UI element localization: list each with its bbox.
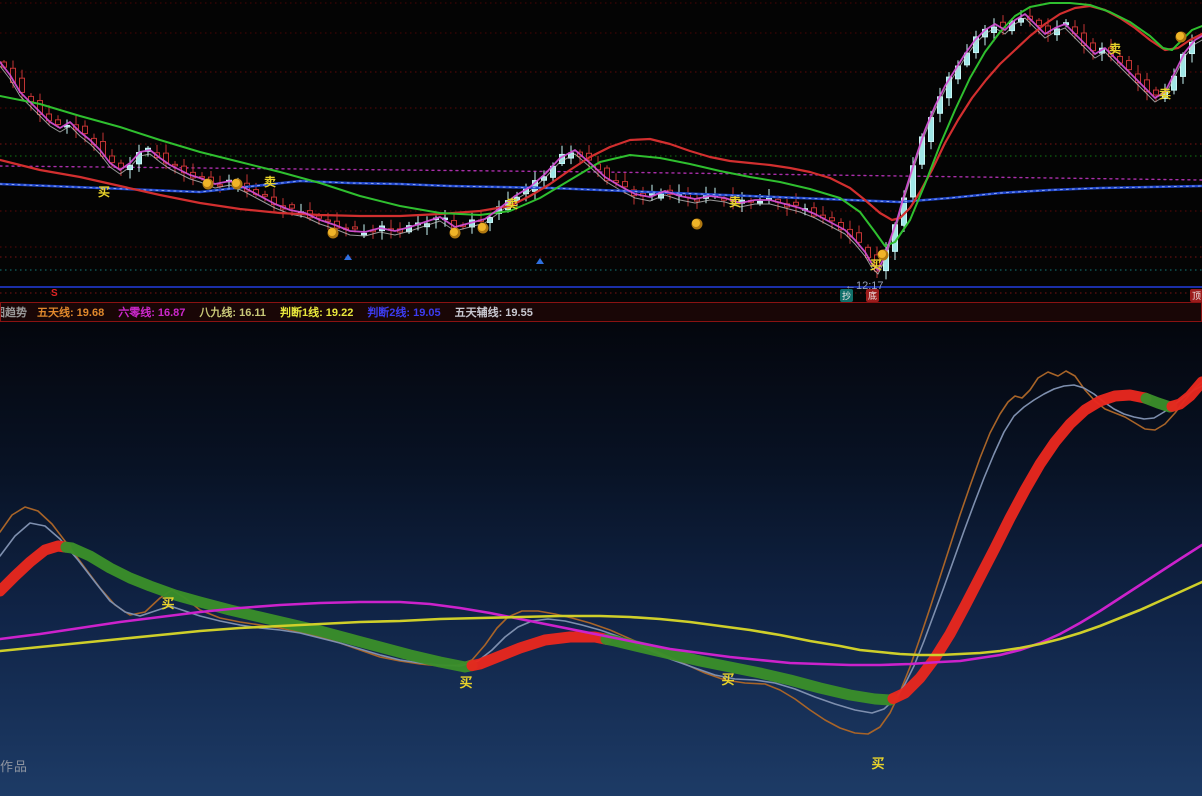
main-chart-panel[interactable]: 买卖卖卖买卖卖抄底顶 ←12:17 S — [0, 0, 1202, 302]
indicator-label: 六零线: — [118, 307, 155, 319]
candle — [829, 217, 835, 222]
candle — [856, 232, 862, 243]
indicator-value: 16.87 — [157, 307, 186, 319]
candle — [361, 232, 367, 236]
buy-marker: 买 — [871, 756, 884, 771]
candle — [1153, 89, 1159, 96]
trend-ribbon-green — [60, 541, 478, 673]
candle — [352, 226, 358, 230]
candle — [37, 100, 43, 115]
candle — [271, 196, 277, 206]
candle — [1081, 32, 1087, 46]
sell-marker: 卖 — [506, 196, 518, 211]
candle — [262, 193, 268, 197]
candle — [622, 181, 628, 188]
buy-marker: 买 — [721, 672, 734, 687]
gold-ball-core — [328, 228, 336, 236]
indicator-value: 16.11 — [239, 307, 266, 319]
trend-ribbon-red — [1166, 376, 1202, 412]
time-annotation: ←12:17 — [845, 280, 884, 292]
ma-line-red — [0, 4, 1202, 222]
gold-ball-core — [232, 179, 240, 187]
indicator-item: 八九线: 16.11 — [199, 307, 266, 319]
candle — [1036, 19, 1042, 27]
buy-marker: 买 — [459, 675, 472, 690]
gold-ball-core — [478, 223, 486, 231]
candle — [109, 155, 115, 164]
candlestick-chart[interactable]: 买卖卖 卖买卖卖抄底顶 — [0, 0, 1202, 302]
ma-line-magenta — [0, 13, 1202, 271]
candle — [1144, 79, 1150, 92]
signal-badge — [1190, 289, 1202, 302]
indicator-value: 19.22 — [325, 307, 354, 319]
gold-ball-core — [692, 219, 700, 227]
indicator-line-slate — [0, 384, 1202, 714]
signal-badge-char: 抄 — [842, 290, 851, 301]
candle — [289, 204, 295, 209]
blue-triangle-icon — [536, 258, 544, 264]
trend-ribbon-red — [0, 540, 72, 597]
gold-ball-core — [203, 179, 211, 187]
ma-line-green — [0, 2, 1202, 247]
trend-ribbon-red — [887, 389, 1152, 705]
candle — [793, 201, 799, 206]
candle — [604, 167, 610, 182]
indicator-bar: 图趋势 五天线:19.68 六零线:16.87 八九线:16.11 判断1线:19.2… — [0, 302, 1202, 322]
gold-ball-core — [878, 250, 886, 258]
indicator-item: 五天辅线: 19.55 — [455, 307, 533, 319]
indicator-item: 判断2线: 19.05 — [367, 307, 440, 319]
gold-ball-core — [1176, 32, 1184, 40]
signal-badge-char: 底 — [868, 290, 877, 301]
candle — [100, 141, 106, 157]
candle — [172, 163, 178, 167]
sell-marker: 卖 — [1159, 86, 1171, 101]
indicator-line-orange — [0, 370, 1202, 735]
candle — [19, 77, 25, 93]
buy-marker: 买 — [98, 185, 110, 199]
indicator-value: 19.55 — [505, 307, 533, 319]
indicator-item: 判断1线: 19.22 — [280, 307, 353, 319]
indicator-label: 判断2线: — [367, 307, 411, 319]
indicator-item: 六零线: 16.87 — [118, 307, 185, 319]
indicator-label: 八九线: — [199, 307, 237, 319]
trend-ribbon-red — [466, 631, 612, 672]
indicator-title: 图趋势 — [1, 307, 27, 319]
signal-badge — [840, 289, 853, 302]
candle — [757, 200, 763, 204]
candle — [874, 254, 880, 272]
trend-ribbon-green — [600, 633, 899, 706]
sell-marker: 卖 — [729, 194, 741, 209]
indicator-value: 19.05 — [413, 307, 441, 319]
watermark: 进作品 — [0, 759, 29, 774]
sell-marker: 卖 — [1109, 41, 1121, 56]
gold-ball-core — [450, 228, 458, 236]
candle — [325, 219, 331, 223]
indicator-label: 五天辅线: — [454, 307, 503, 319]
candle — [82, 125, 88, 135]
buy-marker: 买 — [161, 596, 174, 611]
indicator-values: 五天线: 19.68 六零线: 16.87 八九线: 16.11 判断1线: 19.22 判断2… — [37, 304, 547, 320]
signal-badge-char: 顶 — [1192, 291, 1201, 301]
indicator-label: 五天线: — [37, 307, 74, 319]
trend-ribbon-chart[interactable]: 买买 买买 — [0, 322, 1202, 796]
blue-triangle-icon — [344, 254, 352, 260]
candle — [217, 184, 223, 187]
indicator-line-magenta — [0, 543, 1202, 667]
ma-line-blue-dots — [0, 180, 1202, 203]
candle — [1126, 60, 1132, 71]
buy-marker: 买 — [870, 258, 882, 272]
candle — [55, 119, 61, 126]
candle — [1090, 42, 1096, 52]
indicator-value: 19.68 — [76, 307, 105, 319]
indicator-line-yellow — [0, 580, 1202, 657]
candle — [973, 36, 979, 54]
signal-badge — [866, 289, 879, 302]
indicator-label: 判断1线: — [280, 307, 323, 319]
candle — [487, 217, 493, 223]
signal-s-marker: S — [51, 288, 58, 299]
sell-marker: 卖 — [264, 174, 276, 189]
indicator-item: 五天线: 19.68 — [37, 307, 104, 319]
